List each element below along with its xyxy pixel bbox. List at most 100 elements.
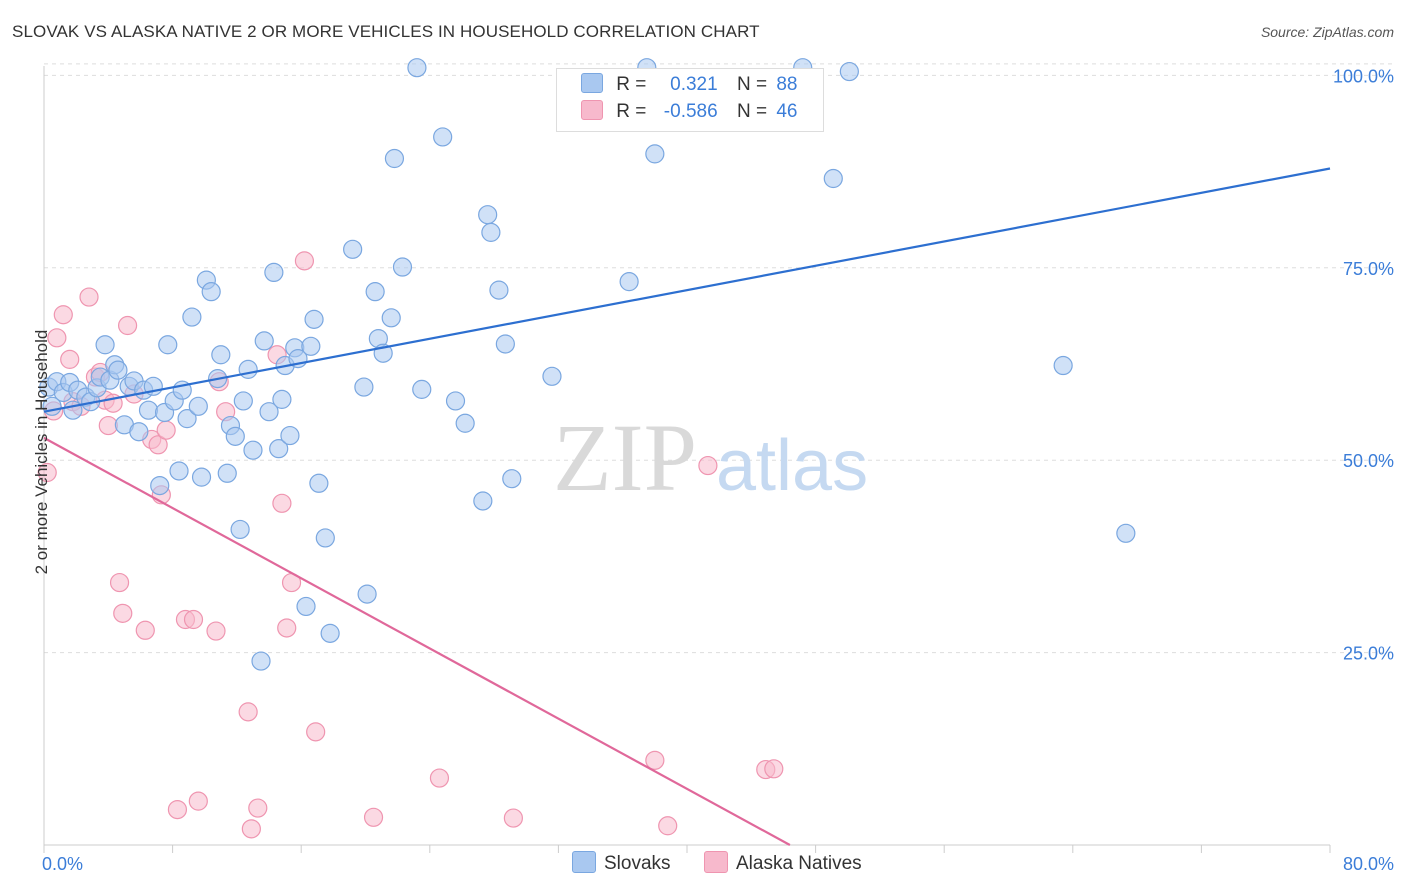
data-point bbox=[481, 222, 501, 242]
data-point bbox=[230, 519, 250, 540]
y-axis-label: 2 or more Vehicles in Household bbox=[32, 329, 51, 575]
data-point bbox=[109, 572, 130, 593]
legend-label-alaska-natives: Alaska Natives bbox=[736, 853, 862, 874]
legend-n-label: N = bbox=[736, 74, 768, 95]
data-point bbox=[217, 463, 237, 483]
data-point bbox=[233, 391, 253, 411]
data-point bbox=[381, 308, 401, 328]
data-point bbox=[47, 328, 67, 348]
data-point bbox=[201, 282, 221, 302]
data-point bbox=[150, 475, 170, 496]
legend-r-label: R = bbox=[616, 101, 647, 122]
data-point bbox=[251, 651, 271, 671]
data-point bbox=[301, 336, 321, 356]
data-point bbox=[1053, 355, 1073, 376]
data-point bbox=[156, 420, 176, 440]
data-point bbox=[280, 425, 300, 446]
data-point bbox=[489, 280, 509, 300]
legend-swatch-blue bbox=[572, 851, 596, 873]
data-point bbox=[357, 584, 377, 604]
data-point bbox=[306, 722, 326, 742]
data-point bbox=[206, 621, 226, 641]
data-point bbox=[495, 334, 515, 354]
legend-swatch-blue bbox=[581, 73, 603, 93]
data-point bbox=[296, 596, 316, 617]
data-point bbox=[225, 426, 245, 446]
watermark-atlas: atlas bbox=[716, 426, 868, 506]
data-point bbox=[363, 807, 384, 827]
data-point bbox=[269, 439, 289, 459]
tick-labels: 25.0% 50.0% 75.0% 100.0% 0.0% 80.0% bbox=[42, 66, 1394, 874]
data-point bbox=[277, 618, 297, 638]
slovaks-points bbox=[39, 58, 1136, 671]
data-point bbox=[542, 366, 562, 386]
data-point bbox=[272, 389, 292, 409]
y-tick-label: 100.0% bbox=[1333, 66, 1394, 86]
data-point bbox=[53, 305, 73, 325]
legend-label-slovaks: Slovaks bbox=[604, 853, 671, 874]
legend-item-slovaks: Slovaks bbox=[572, 851, 671, 875]
data-point bbox=[645, 750, 665, 770]
data-point bbox=[241, 819, 261, 839]
data-point bbox=[309, 473, 329, 493]
data-point bbox=[169, 461, 189, 481]
data-point bbox=[138, 400, 159, 420]
legend-swatch-pink bbox=[704, 851, 728, 873]
data-point bbox=[238, 702, 258, 722]
data-point bbox=[264, 262, 284, 283]
data-point bbox=[392, 257, 413, 277]
data-point bbox=[304, 309, 324, 329]
source-label: Source: ZipAtlas.com bbox=[1260, 24, 1394, 40]
legend-n-value: 46 bbox=[776, 101, 798, 122]
data-point bbox=[445, 391, 466, 411]
legend-n-label: N = bbox=[736, 101, 768, 122]
data-point bbox=[354, 377, 374, 397]
data-point bbox=[211, 345, 231, 365]
data-point bbox=[95, 335, 115, 355]
data-point bbox=[182, 307, 202, 327]
y-tick-label: 25.0% bbox=[1343, 644, 1394, 664]
watermark-zip: ZIP bbox=[553, 404, 697, 511]
trendline-alaska-natives bbox=[43, 436, 791, 846]
data-point bbox=[191, 467, 212, 487]
gridlines bbox=[44, 63, 1394, 654]
data-point bbox=[384, 148, 405, 169]
data-point bbox=[1116, 523, 1136, 543]
data-point bbox=[433, 127, 453, 147]
data-point bbox=[698, 455, 718, 476]
data-point bbox=[243, 440, 263, 460]
watermark: ZIP atlas bbox=[553, 404, 868, 511]
data-point bbox=[254, 331, 274, 351]
x-tick-label: 0.0% bbox=[42, 854, 83, 874]
data-point bbox=[823, 168, 843, 189]
trendline-slovaks bbox=[43, 167, 1331, 413]
data-point bbox=[79, 287, 99, 307]
data-point bbox=[503, 808, 523, 828]
data-point bbox=[167, 799, 188, 820]
data-point bbox=[343, 239, 363, 259]
legend-r-value: 0.321 bbox=[670, 74, 718, 95]
data-point bbox=[183, 609, 204, 630]
legend-row-slovaks: R = 0.321 N = 88 bbox=[581, 73, 797, 99]
trendlines bbox=[43, 167, 1331, 846]
legend-n-value: 88 bbox=[776, 74, 798, 95]
data-point bbox=[259, 402, 279, 422]
data-point bbox=[272, 493, 292, 513]
legend-item-alaska-natives: Alaska Natives bbox=[704, 851, 862, 875]
data-point bbox=[108, 360, 128, 380]
data-point bbox=[60, 349, 80, 369]
data-point bbox=[177, 409, 197, 429]
data-point bbox=[658, 816, 678, 836]
data-point bbox=[764, 759, 784, 779]
legend-r-label: R = bbox=[616, 74, 647, 95]
data-point bbox=[365, 282, 385, 302]
legend-row-alaska-natives: R = -0.586 N = 46 bbox=[581, 100, 797, 126]
axes bbox=[43, 66, 1331, 853]
legend-swatch-pink bbox=[581, 100, 603, 120]
data-point bbox=[188, 396, 208, 416]
data-point bbox=[478, 205, 498, 225]
data-point bbox=[37, 462, 57, 483]
data-point bbox=[619, 272, 639, 292]
data-point bbox=[129, 422, 149, 442]
